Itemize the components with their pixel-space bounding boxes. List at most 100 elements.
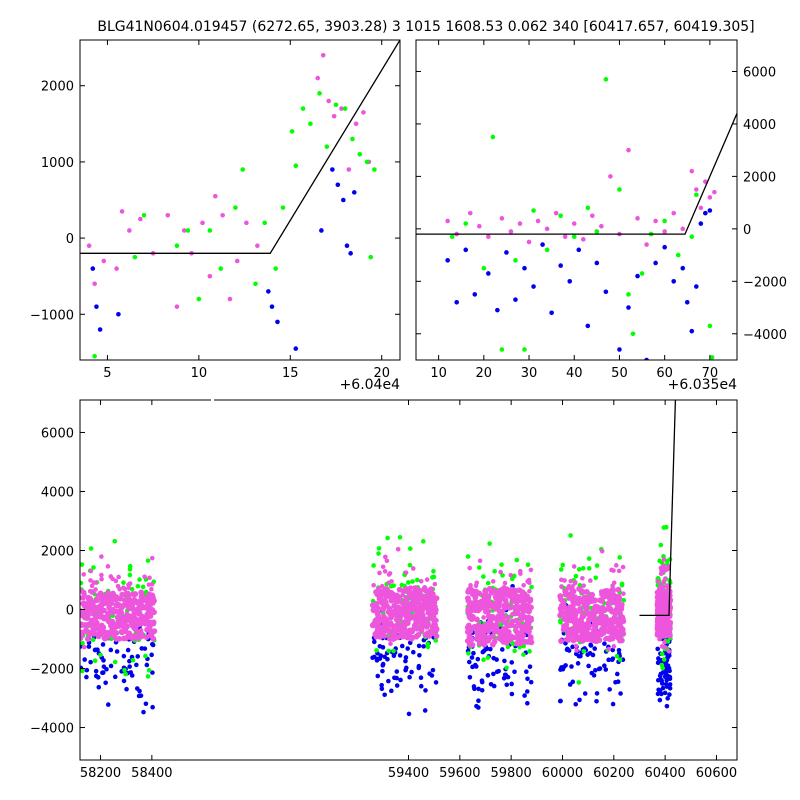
model-line xyxy=(416,113,737,235)
data-point-pink xyxy=(119,614,126,621)
data-point-blue xyxy=(108,663,114,669)
data-point-pink xyxy=(490,625,497,632)
data-point-pink xyxy=(605,602,612,609)
data-point-pink xyxy=(593,638,600,645)
data-point-pink xyxy=(384,558,390,564)
data-point-pink xyxy=(379,590,386,596)
data-point-pink xyxy=(428,586,434,593)
data-point-blue xyxy=(82,657,87,662)
data-point-blue xyxy=(662,669,668,675)
data-point-green xyxy=(98,652,103,658)
data-point-pink xyxy=(599,598,605,604)
x-tick-label: 60 xyxy=(656,366,673,381)
data-point-green xyxy=(573,573,579,579)
data-point-blue xyxy=(495,307,500,313)
data-point-blue xyxy=(667,692,672,697)
data-point-pink xyxy=(477,558,483,564)
data-point-green xyxy=(639,271,645,276)
data-point-pink xyxy=(610,628,617,634)
data-point-pink xyxy=(390,595,397,602)
data-point-blue xyxy=(606,657,611,663)
data-point-pink xyxy=(559,584,564,590)
data-point-blue xyxy=(293,346,299,351)
data-point-blue xyxy=(575,661,581,666)
data-point-pink xyxy=(472,607,479,614)
data-point-blue xyxy=(662,674,668,680)
data-point-pink xyxy=(388,614,394,621)
data-point-green xyxy=(529,584,534,590)
data-point-pink xyxy=(603,619,609,626)
data-point-pink xyxy=(80,622,85,629)
data-point-green xyxy=(146,667,152,673)
data-point-blue xyxy=(570,644,575,650)
data-point-blue xyxy=(610,656,616,661)
data-point-blue xyxy=(466,659,472,665)
x-tick-label: 5 xyxy=(103,366,111,381)
data-point-green xyxy=(626,292,631,297)
data-point-pink xyxy=(620,564,626,570)
data-point-pink xyxy=(485,613,492,620)
data-point-pink xyxy=(553,210,559,216)
data-point-green xyxy=(280,205,286,210)
data-point-pink xyxy=(146,582,152,587)
data-point-pink xyxy=(581,583,586,588)
data-point-pink xyxy=(146,622,153,629)
data-point-green xyxy=(694,192,699,198)
data-point-pink xyxy=(499,216,505,221)
data-point-blue xyxy=(558,263,563,268)
data-point-green xyxy=(233,205,238,210)
data-point-pink xyxy=(147,613,154,619)
data-point-pink xyxy=(80,589,87,596)
data-point-blue xyxy=(144,662,150,668)
data-point-pink xyxy=(85,600,92,607)
data-point-green xyxy=(617,555,623,560)
data-point-blue xyxy=(657,697,663,703)
data-point-pink xyxy=(88,568,94,574)
data-point-pink xyxy=(486,623,493,629)
data-point-pink xyxy=(81,572,87,577)
data-point-green xyxy=(317,91,322,96)
data-point-pink xyxy=(502,580,508,586)
data-point-pink xyxy=(86,595,93,602)
data-point-green xyxy=(127,572,133,578)
data-point-pink xyxy=(346,167,352,172)
data-point-green xyxy=(308,121,313,127)
data-point-pink xyxy=(571,595,578,602)
data-point-pink xyxy=(114,266,119,271)
data-point-blue xyxy=(351,190,357,195)
data-point-blue xyxy=(476,705,481,710)
data-point-green xyxy=(586,556,592,561)
x-tick-label: 60200 xyxy=(593,766,634,781)
data-point-pink xyxy=(527,634,534,640)
data-point-pink xyxy=(361,110,366,115)
data-point-pink xyxy=(661,608,668,615)
data-point-blue xyxy=(565,646,570,652)
data-point-pink xyxy=(379,617,386,624)
data-point-green xyxy=(581,648,587,654)
data-point-blue xyxy=(416,643,422,649)
data-point-pink xyxy=(482,588,489,594)
data-point-pink xyxy=(588,578,593,583)
data-point-pink xyxy=(213,193,218,199)
data-point-pink xyxy=(127,581,133,586)
data-point-blue xyxy=(618,691,623,696)
data-point-pink xyxy=(113,629,119,636)
data-point-pink xyxy=(615,629,622,635)
data-point-pink xyxy=(422,616,429,623)
data-point-blue xyxy=(667,682,673,687)
data-point-pink xyxy=(403,614,410,620)
data-point-pink xyxy=(144,626,150,633)
data-point-green xyxy=(80,640,85,646)
data-point-green xyxy=(499,347,505,352)
data-point-pink xyxy=(378,599,384,606)
data-point-blue xyxy=(614,671,620,677)
data-point-green xyxy=(544,247,550,253)
data-point-pink xyxy=(653,218,658,224)
data-point-pink xyxy=(110,608,117,615)
data-point-blue xyxy=(528,679,534,685)
data-point-pink xyxy=(386,580,392,586)
data-point-blue xyxy=(379,682,384,688)
data-point-pink xyxy=(432,622,439,628)
data-point-green xyxy=(660,665,665,671)
data-point-pink xyxy=(583,604,590,611)
